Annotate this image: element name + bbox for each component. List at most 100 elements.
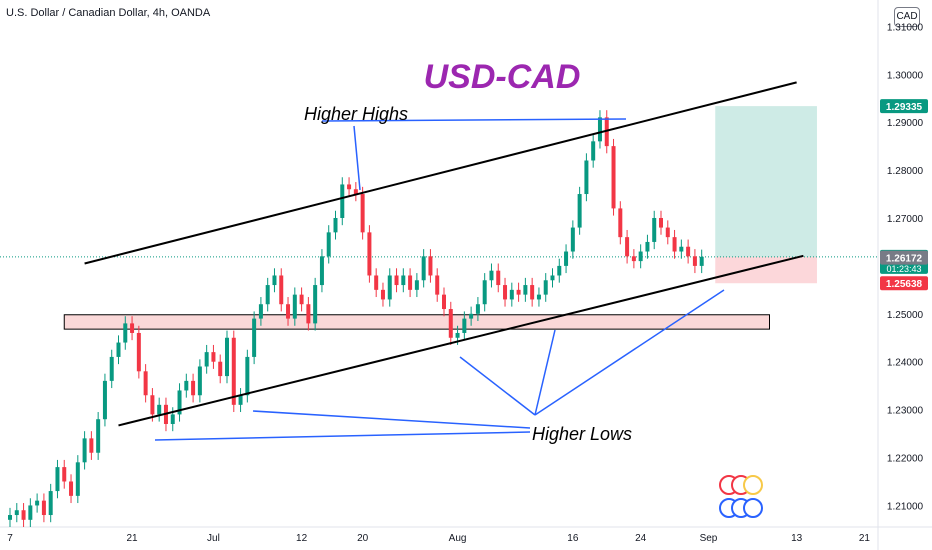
higher-lows-connector-mid (252, 410, 531, 429)
currency-badge[interactable]: CAD (894, 7, 920, 27)
price-marker-label: 1.26172 (886, 254, 923, 265)
candle-body (109, 356, 114, 381)
candle-body (170, 414, 175, 424)
candle-body (231, 337, 236, 405)
higher-lows-pointer (534, 329, 556, 416)
candle-body (116, 342, 121, 357)
chart-title: USD-CAD (424, 58, 581, 96)
candle-body (496, 270, 501, 286)
candle-body (618, 208, 623, 238)
price-marker (880, 276, 928, 291)
candle-body (387, 275, 392, 300)
candle-body (475, 304, 480, 314)
x-tick-label: Sep (700, 533, 718, 544)
candle-body (659, 217, 663, 228)
candle-body (503, 285, 508, 300)
candle-body (564, 251, 569, 266)
candle-body (665, 227, 670, 238)
higher-highs-connector (321, 118, 627, 122)
candle-body (177, 390, 182, 415)
candle-body (604, 117, 609, 147)
candle-body (557, 265, 562, 276)
y-tick-label: 1.21000 (887, 501, 924, 512)
y-tick-label: 1.24000 (887, 358, 924, 369)
y-tick-label: 1.28000 (887, 166, 924, 177)
candle-body (102, 380, 107, 420)
higher-highs-pointer (353, 125, 361, 191)
candle-body (123, 323, 128, 343)
y-tick-label: 1.31000 (887, 22, 924, 33)
candle-body (435, 275, 440, 295)
candle-body (448, 309, 453, 338)
candle-body (35, 500, 40, 506)
higher-lows-pointer (459, 356, 536, 416)
candle-body (28, 505, 33, 520)
y-tick-label: 1.30000 (887, 70, 924, 81)
candle-body (211, 352, 216, 362)
candle-body (306, 304, 311, 324)
higher-highs-label: Higher Highs (304, 104, 408, 124)
trend-line-lower-channel (118, 254, 804, 427)
candle-body (313, 285, 318, 324)
economic-event-icon (743, 498, 763, 518)
candle-body (21, 510, 26, 520)
x-tick-label: 13 (791, 533, 803, 544)
candle-body (380, 289, 385, 300)
candle-body (204, 352, 209, 367)
candle-body (679, 246, 684, 252)
candle-body (218, 361, 223, 377)
x-tick-label: 12 (296, 533, 308, 544)
higher-lows-pointer (534, 289, 725, 416)
x-tick-label: 24 (635, 533, 647, 544)
price-marker-label: 1.25638 (886, 279, 923, 290)
candle-body (523, 285, 528, 295)
candle-body (258, 304, 263, 319)
x-tick-label: Aug (449, 533, 467, 544)
higher-lows-connector-low (154, 431, 531, 441)
candle-body (353, 189, 358, 195)
candle-body (597, 117, 602, 142)
candle-body (41, 500, 46, 516)
candle-body (611, 146, 616, 209)
candle-body (408, 275, 413, 290)
candle-body (591, 141, 596, 161)
candle-body (326, 232, 331, 257)
candle-body (584, 160, 589, 195)
candle-body (374, 275, 379, 290)
candle-body (543, 280, 548, 295)
y-tick-label: 1.25000 (887, 310, 924, 321)
economic-event-icon (743, 475, 763, 495)
candle-body (489, 270, 494, 281)
candle-body (625, 237, 630, 257)
candle-body (686, 246, 691, 257)
candle-body (319, 256, 324, 286)
candle-body (272, 275, 277, 286)
candle-body (645, 241, 650, 252)
x-tick-label: 20 (357, 533, 369, 544)
candle-body (75, 462, 80, 496)
candle-body (150, 395, 155, 415)
x-tick-label: 21 (127, 533, 139, 544)
support-resistance-zone (63, 314, 770, 330)
candle-body (286, 304, 291, 319)
candle-body (96, 419, 101, 453)
candle-body (184, 380, 189, 391)
candle-body (692, 256, 697, 266)
candle-body (225, 337, 229, 377)
candle-body (550, 275, 555, 281)
candle-body (577, 194, 582, 228)
y-tick-label: 1.23000 (887, 406, 924, 417)
candle-body (469, 313, 474, 319)
candle-body (536, 294, 541, 300)
candle-body (482, 280, 487, 305)
candle-body (238, 395, 243, 405)
price-marker (880, 250, 928, 265)
candle-body (360, 194, 365, 233)
y-tick-label: 1.22000 (887, 454, 924, 465)
candle-body (252, 318, 257, 357)
candle-body (652, 217, 657, 242)
candle-body (530, 285, 535, 300)
trend-line-upper-channel (84, 81, 797, 265)
candle-body (191, 380, 196, 396)
